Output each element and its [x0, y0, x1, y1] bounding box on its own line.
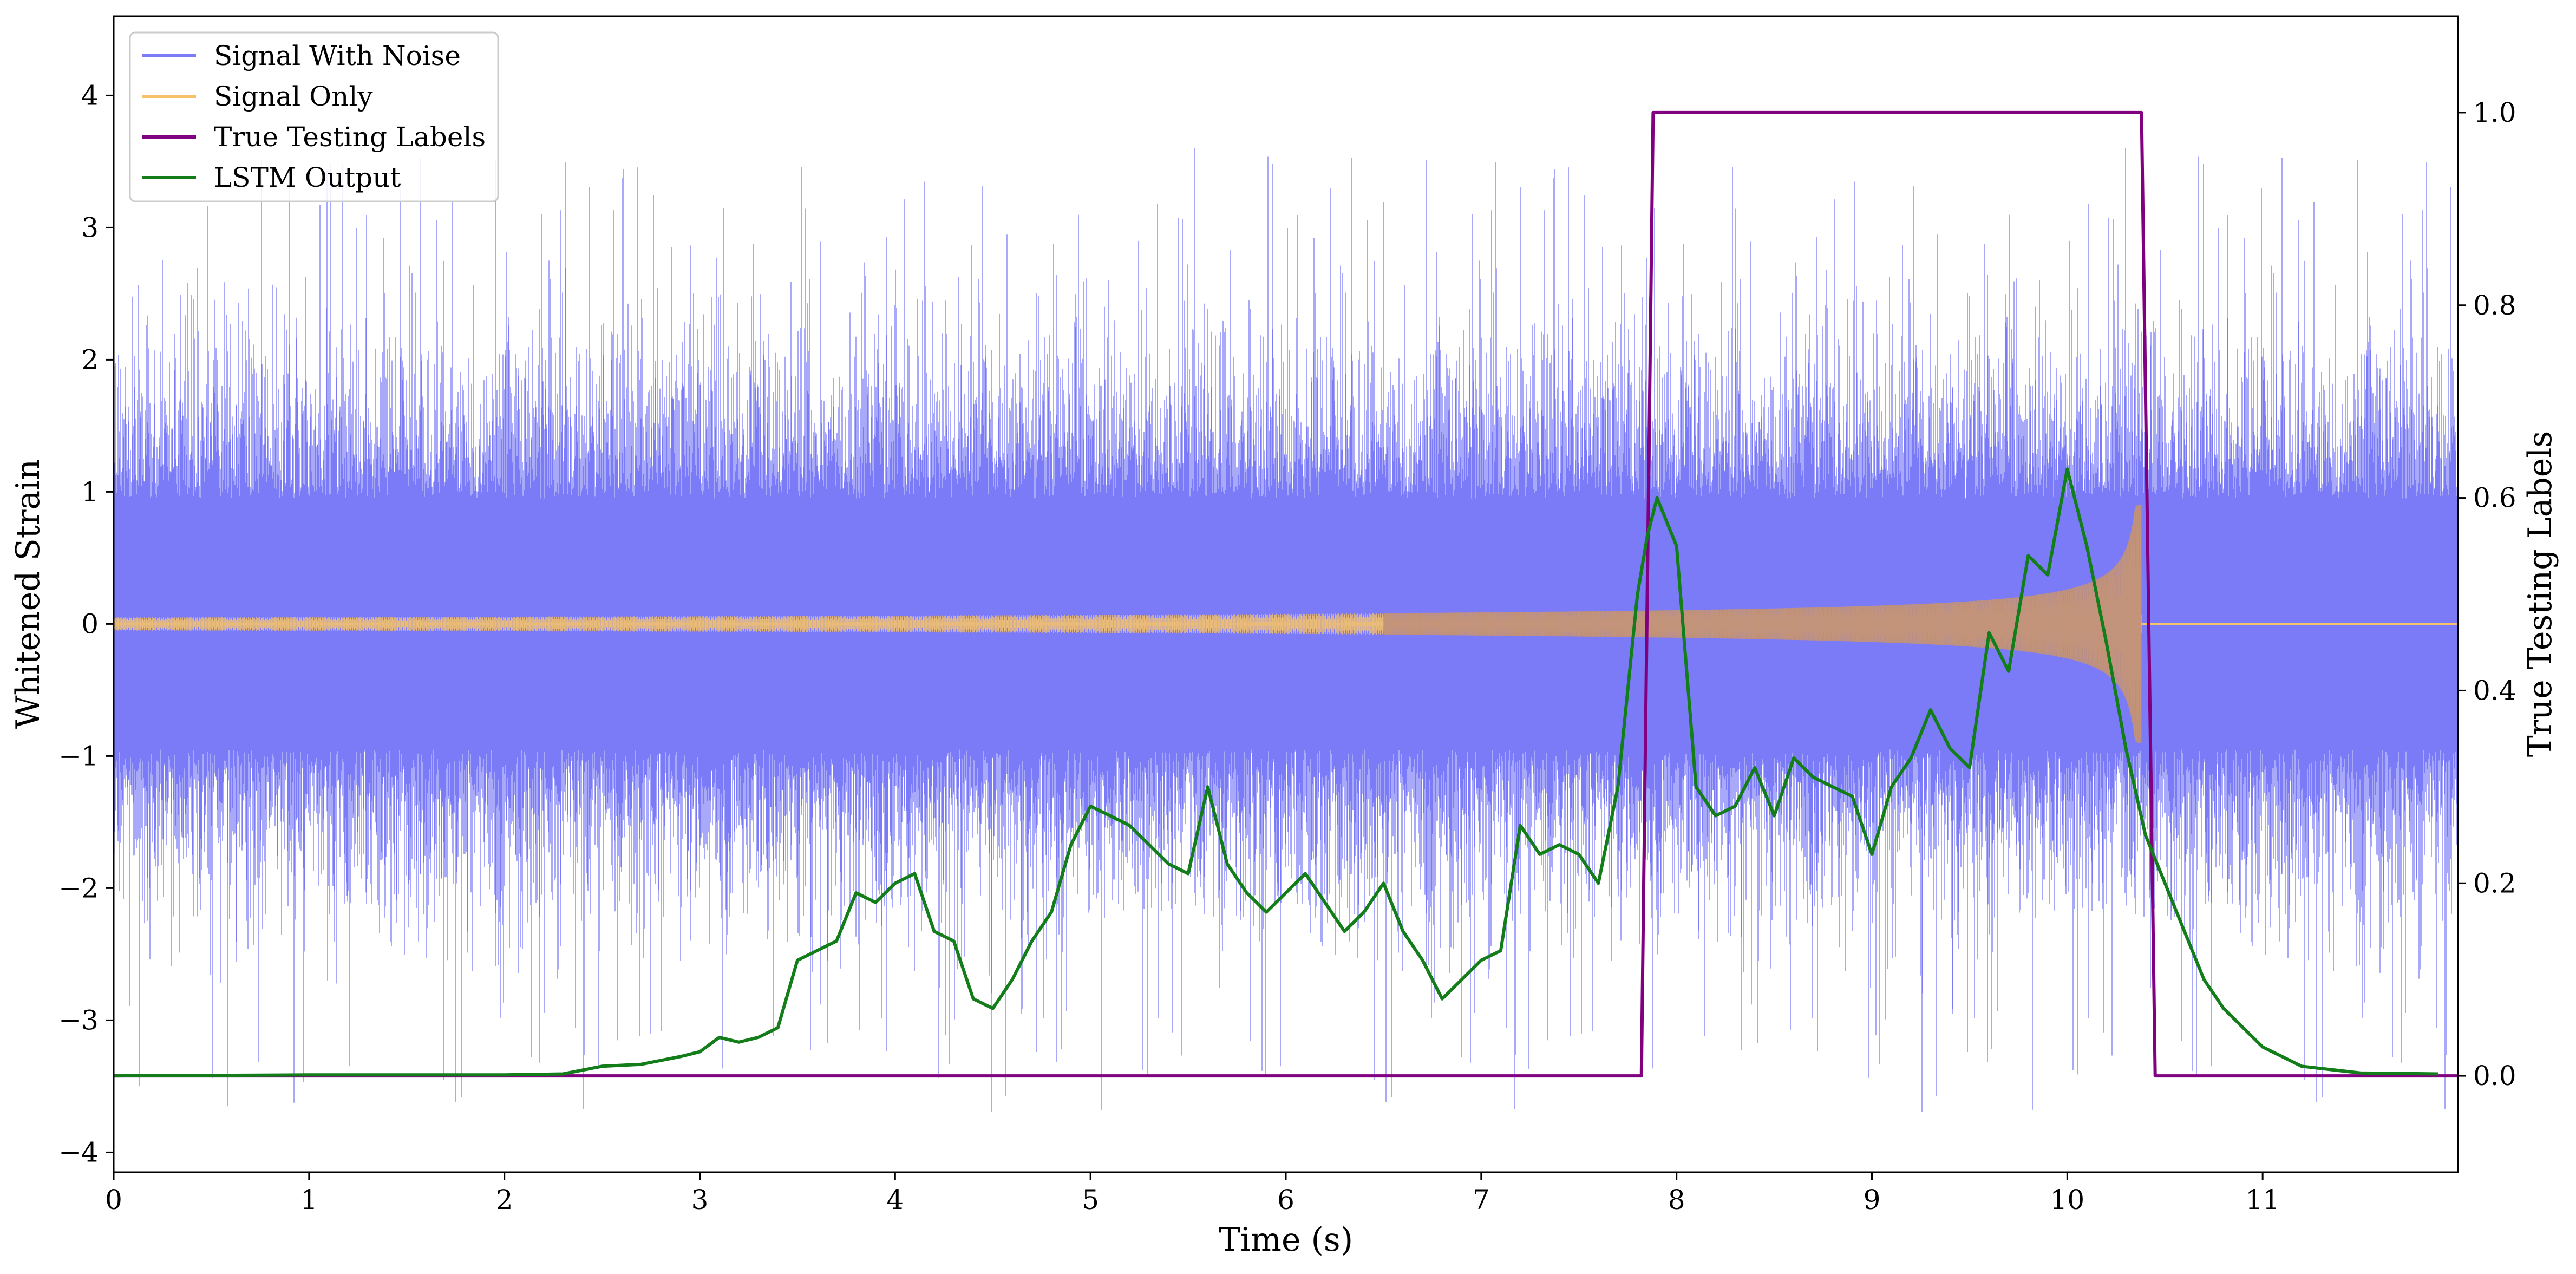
x-tick-label: 6: [1277, 1184, 1294, 1216]
y-axis-right: 0.0 0.2 0.4 0.6 0.8 1.0: [2458, 97, 2516, 1092]
legend: Signal With Noise Signal Only True Testing…: [129, 31, 499, 202]
legend-label: Signal Only: [214, 81, 373, 112]
x-tick-label: 1: [300, 1184, 318, 1216]
y-axis-right-label: True Testing Labels: [2521, 431, 2559, 757]
signal-only-series: [114, 505, 2458, 743]
lstm-output-line: [114, 467, 2438, 1078]
y-tick-label: −3: [58, 1004, 99, 1036]
legend-label: LSTM Output: [214, 162, 401, 193]
true-testing-labels-line: [114, 110, 2458, 1078]
plot-area: [114, 110, 2458, 1112]
legend-label: Signal With Noise: [214, 40, 461, 71]
y-tick-label: −1: [58, 740, 99, 772]
x-tick-label: 7: [1473, 1184, 1490, 1216]
y2-tick-label: 0.6: [2473, 482, 2516, 514]
y-tick-label: −4: [58, 1136, 99, 1168]
y2-tick-label: 0.0: [2473, 1060, 2516, 1092]
y2-tick-label: 1.0: [2473, 97, 2516, 128]
signal-only-envelope: [1383, 505, 2142, 743]
y-axis-left-label: Whitened Strain: [9, 459, 47, 729]
x-tick-label: 10: [2050, 1184, 2085, 1216]
x-axis: 0 1 2 3 4 5 6 7 8 9 10 11: [105, 1172, 2280, 1216]
y2-tick-label: 0.2: [2473, 867, 2516, 899]
y-tick-label: 4: [81, 80, 99, 111]
x-tick-label: 8: [1668, 1184, 1685, 1216]
x-tick-label: 11: [2245, 1184, 2280, 1216]
y-tick-label: 3: [81, 212, 99, 243]
lstm-output-series: [114, 467, 2438, 1078]
x-tick-label: 3: [691, 1184, 709, 1216]
y2-tick-label: 0.8: [2473, 290, 2516, 321]
true-testing-labels-series: [114, 110, 2458, 1078]
x-tick-label: 9: [1864, 1184, 1881, 1216]
x-axis-label: Time (s): [1219, 1221, 1353, 1259]
y2-tick-label: 0.4: [2473, 675, 2516, 706]
legend-frame: [129, 31, 499, 202]
legend-label: True Testing Labels: [214, 121, 486, 153]
y-axis-left: −4 −3 −2 −1 0 1 2 3 4: [58, 80, 114, 1168]
y-tick-label: 0: [81, 608, 99, 639]
y-tick-label: −2: [58, 872, 99, 904]
x-tick-label: 4: [886, 1184, 904, 1216]
y-tick-label: 2: [81, 344, 99, 375]
y-tick-label: 1: [81, 476, 99, 507]
x-tick-label: 5: [1082, 1184, 1099, 1216]
x-tick-label: 2: [496, 1184, 513, 1216]
x-tick-label: 0: [105, 1184, 122, 1216]
